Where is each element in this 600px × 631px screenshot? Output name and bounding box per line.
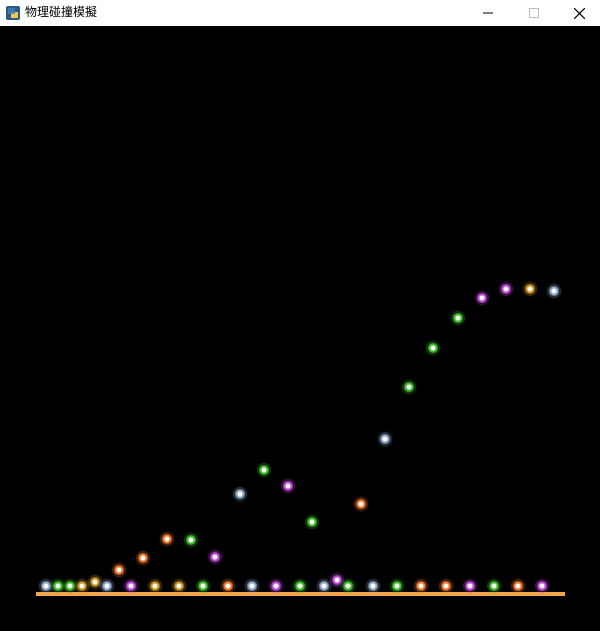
ball-orange	[440, 580, 452, 592]
close-icon	[573, 7, 585, 19]
close-button[interactable]	[556, 0, 600, 26]
simulation-canvas[interactable]	[0, 26, 600, 631]
ball-green	[452, 312, 464, 324]
maximize-button[interactable]	[511, 0, 557, 26]
ball-green	[52, 580, 64, 592]
ball-steel	[234, 488, 246, 500]
ball-orange	[137, 552, 149, 564]
ball-green	[306, 516, 318, 528]
ball-steel	[40, 580, 52, 592]
ball-magenta	[476, 292, 488, 304]
minimize-button[interactable]	[465, 0, 511, 26]
python-app-icon	[6, 5, 20, 20]
ball-green	[197, 580, 209, 592]
ball-steel	[548, 285, 560, 297]
ball-magenta	[270, 580, 282, 592]
ball-gold	[149, 580, 161, 592]
ball-steel	[367, 580, 379, 592]
ball-orange	[161, 533, 173, 545]
ball-gold	[524, 283, 536, 295]
ball-green	[258, 464, 270, 476]
ball-orange	[512, 580, 524, 592]
ball-green	[488, 580, 500, 592]
ball-magenta	[500, 283, 512, 295]
ball-steel	[101, 580, 113, 592]
ball-gold	[89, 576, 101, 588]
ball-gold	[76, 580, 88, 592]
ball-orange	[415, 580, 427, 592]
ball-steel	[318, 580, 330, 592]
maximize-icon	[529, 8, 539, 18]
ball-gold	[173, 580, 185, 592]
ball-green	[294, 580, 306, 592]
ball-magenta	[331, 574, 343, 586]
ball-magenta	[125, 580, 137, 592]
ball-green	[64, 580, 76, 592]
ball-steel	[379, 433, 391, 445]
minimize-icon	[483, 12, 493, 14]
ball-magenta	[536, 580, 548, 592]
ball-green	[427, 342, 439, 354]
ball-green	[342, 580, 354, 592]
ball-orange	[113, 564, 125, 576]
title-bar[interactable]: 物理碰撞模擬	[0, 0, 600, 26]
ball-orange	[355, 498, 367, 510]
ball-magenta	[464, 580, 476, 592]
ball-green	[391, 580, 403, 592]
ball-magenta	[209, 551, 221, 563]
ball-magenta	[282, 480, 294, 492]
ball-steel	[246, 580, 258, 592]
ground-platform	[36, 592, 565, 596]
window-title: 物理碰撞模擬	[25, 5, 98, 19]
ball-green	[403, 381, 415, 393]
ball-orange	[222, 580, 234, 592]
ball-green	[185, 534, 197, 546]
